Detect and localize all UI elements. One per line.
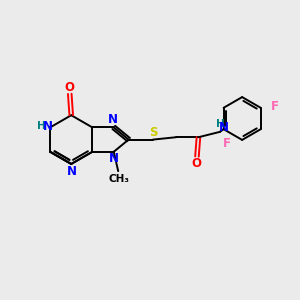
Text: O: O [65,81,75,94]
Text: S: S [149,126,158,139]
Text: F: F [223,137,231,150]
Text: CH₃: CH₃ [108,174,129,184]
Text: H: H [38,121,46,131]
Text: O: O [191,157,201,169]
Text: H: H [216,119,225,129]
Text: N: N [108,113,118,127]
Text: N: N [219,121,229,134]
Text: F: F [271,100,279,113]
Text: N: N [67,165,77,178]
Text: N: N [109,152,119,165]
Text: N: N [43,120,53,133]
